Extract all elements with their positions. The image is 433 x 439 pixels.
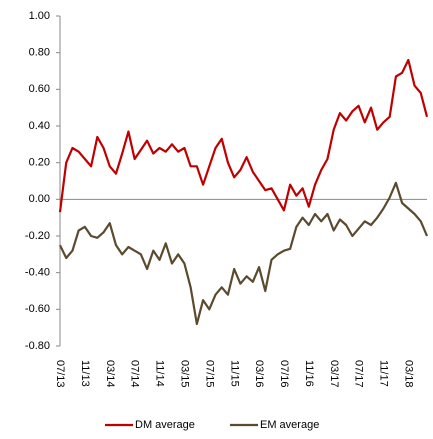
y-tick-label: -0.20	[25, 230, 50, 242]
y-tick-label: 0.20	[29, 157, 50, 169]
x-tick-label: 03/15	[179, 360, 191, 388]
x-tick-label: 07/16	[278, 360, 290, 388]
y-tick-label: -0.80	[25, 340, 50, 352]
x-tick-label: 07/14	[129, 360, 141, 388]
y-tick-label: 1.00	[29, 10, 50, 22]
y-tick-label: -0.60	[25, 303, 50, 315]
legend-label: DM average	[135, 419, 195, 431]
x-tick-label: 11/15	[228, 360, 240, 387]
x-tick-label: 07/15	[203, 360, 215, 388]
y-tick-label: 0.60	[29, 83, 50, 95]
x-tick-label: 03/16	[253, 360, 265, 388]
x-tick-label: 03/14	[104, 360, 116, 388]
x-tick-label: 11/16	[303, 360, 315, 387]
x-tick-label: 11/13	[79, 360, 91, 387]
legend-label: EM average	[260, 419, 319, 431]
y-tick-label: 0.80	[29, 47, 50, 59]
x-tick-label: 07/13	[54, 360, 66, 388]
x-tick-label: 11/17	[378, 360, 390, 387]
y-tick-label: 0.00	[29, 193, 50, 205]
x-tick-label: 11/14	[154, 360, 166, 387]
x-tick-label: 03/18	[402, 360, 414, 388]
x-tick-label: 07/17	[353, 360, 365, 388]
data-line	[59, 181, 429, 326]
y-tick-label: -0.40	[25, 267, 50, 279]
y-tick-label: 0.40	[29, 120, 50, 132]
x-tick-label: 03/17	[328, 360, 340, 388]
data-line	[58, 58, 429, 213]
